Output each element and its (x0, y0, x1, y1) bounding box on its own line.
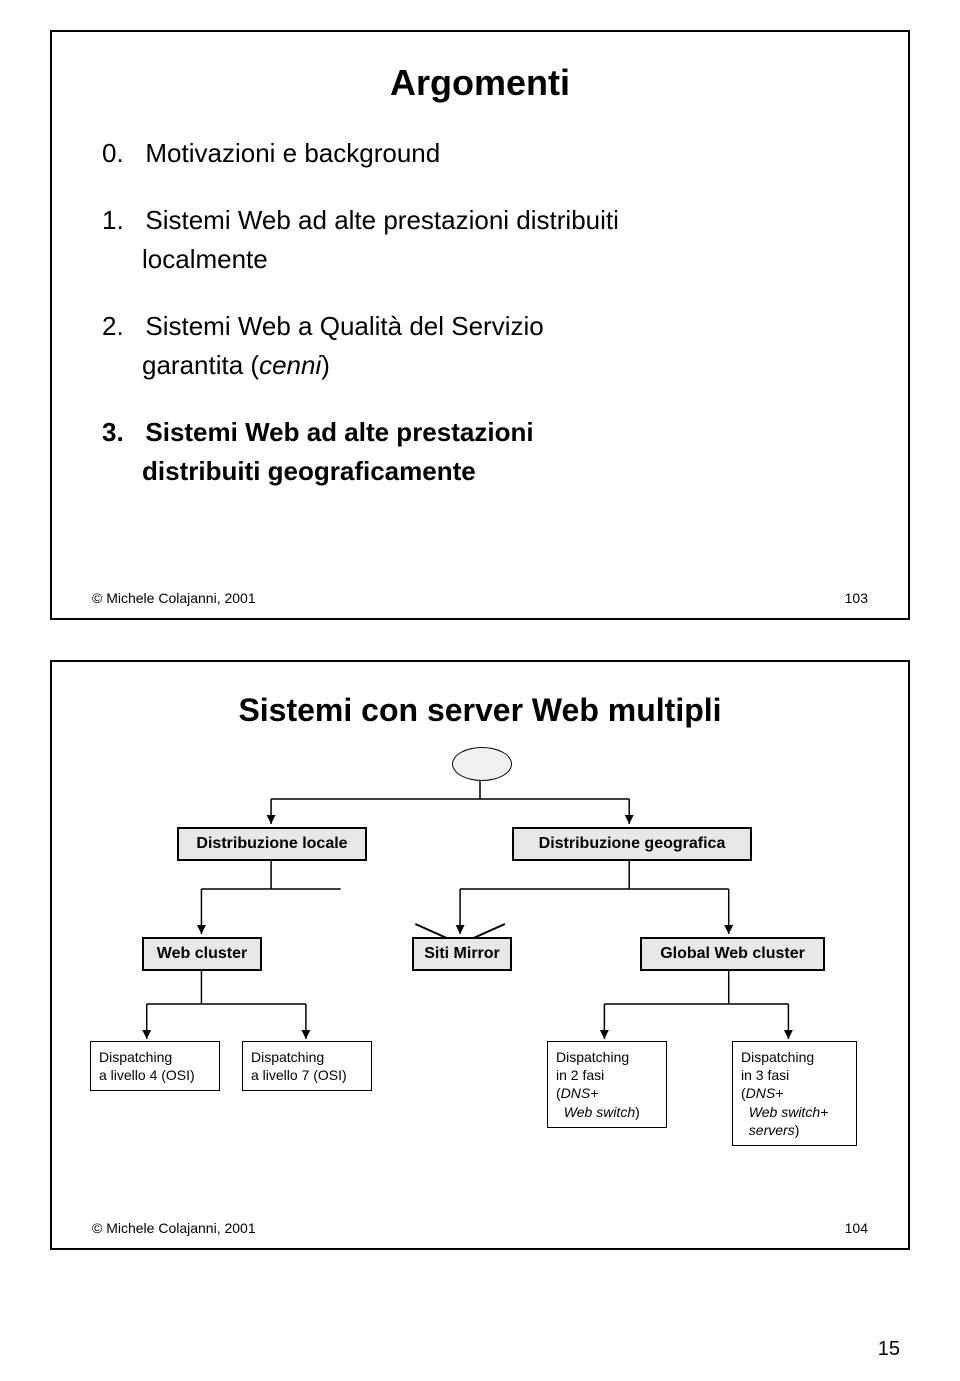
root-oval (452, 747, 512, 781)
diagram-area: Distribuzione locale Distribuzione geogr… (92, 739, 868, 1179)
node-web-cluster: Web cluster (142, 937, 262, 971)
leaf-dispatch-2fasi: Dispatching in 2 fasi (DNS+ Web switch) (547, 1041, 667, 1128)
footer-page: 104 (845, 1220, 868, 1236)
node-siti-mirror: Siti Mirror (412, 937, 512, 971)
leaf-dispatch-l4: Dispatching a livello 4 (OSI) (90, 1041, 220, 1091)
agenda-num: 2. (102, 311, 124, 341)
node-dist-geo: Distribuzione geografica (512, 827, 752, 861)
leaf-dispatch-l7: Dispatching a livello 7 (OSI) (242, 1041, 372, 1091)
slide-footer: © Michele Colajanni, 2001 103 (92, 590, 868, 606)
page-number: 15 (878, 1338, 900, 1361)
agenda-sub: localmente (142, 240, 868, 279)
leaf-dispatch-3fasi: Dispatching in 3 fasi (DNS+ Web switch+ … (732, 1041, 857, 1146)
agenda-item-3: 3. Sistemi Web ad alte prestazioni distr… (102, 413, 868, 491)
agenda-num: 3. (102, 417, 124, 447)
slide-title: Argomenti (92, 62, 868, 104)
footer-copyright: © Michele Colajanni, 2001 (92, 590, 256, 606)
agenda-text: Motivazioni e background (131, 138, 440, 168)
node-global-cluster: Global Web cluster (640, 937, 825, 971)
agenda-item-0: 0. Motivazioni e background (102, 134, 868, 173)
slide-argomenti: Argomenti 0. Motivazioni e background 1.… (50, 30, 910, 620)
agenda-sub: distribuiti geograficamente (142, 452, 868, 491)
agenda-sub: garantita (cenni) (142, 346, 868, 385)
slide-diagram: Sistemi con server Web multipli (50, 660, 910, 1250)
diagram-title: Sistemi con server Web multipli (92, 692, 868, 729)
agenda-text: Sistemi Web ad alte prestazioni distribu… (131, 205, 619, 235)
agenda-item-1: 1. Sistemi Web ad alte prestazioni distr… (102, 201, 868, 279)
agenda-text: Sistemi Web a Qualità del Servizio (131, 311, 544, 341)
agenda-num: 0. (102, 138, 124, 168)
footer-page: 103 (845, 590, 868, 606)
footer-copyright: © Michele Colajanni, 2001 (92, 1220, 256, 1236)
agenda-text: Sistemi Web ad alte prestazioni (131, 417, 534, 447)
node-dist-locale: Distribuzione locale (177, 827, 367, 861)
agenda-list: 0. Motivazioni e background 1. Sistemi W… (92, 134, 868, 491)
agenda-num: 1. (102, 205, 124, 235)
slide-footer: © Michele Colajanni, 2001 104 (92, 1220, 868, 1236)
agenda-item-2: 2. Sistemi Web a Qualità del Servizio ga… (102, 307, 868, 385)
